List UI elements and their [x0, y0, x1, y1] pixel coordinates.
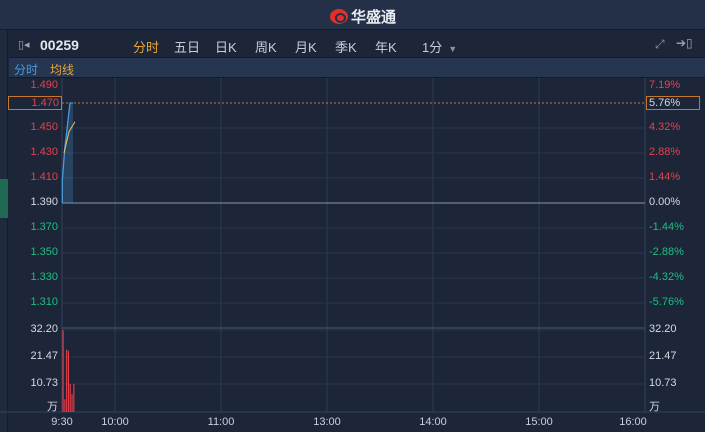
price-tick-label: 1.430: [30, 146, 58, 158]
volume-bar: [71, 394, 73, 412]
volume-tick-label: 32.20: [649, 323, 677, 335]
price-tick-label: 1.450: [30, 121, 58, 133]
huashengtong-logo-icon: [330, 9, 348, 24]
percent-tick-label: -2.88%: [649, 246, 684, 258]
intraday-label: 分时: [14, 63, 39, 77]
time-tick-label: 11:00: [207, 416, 235, 428]
time-tick-label: 9:30: [51, 416, 73, 428]
tab-intraday[interactable]: 分时: [133, 40, 160, 55]
volume-tick-label: 万: [47, 401, 58, 413]
tab-5day[interactable]: 五日: [174, 40, 201, 55]
tab-quarterly-k[interactable]: 季K: [335, 40, 357, 55]
collapse-panel-icon[interactable]: ▯◂: [18, 39, 30, 51]
percent-tick-label: 4.32%: [649, 121, 681, 133]
chevron-down-icon: ▼: [448, 44, 458, 54]
percent-tick-label: 7.19%: [649, 79, 681, 91]
volume-bar: [67, 350, 69, 412]
brand: 华盛通: [330, 6, 396, 27]
chart-toolbar: ▯◂ 00259 分时 五日 日K 周K 月K 季K 年K 1分 ▼ ⤢ ➔▯: [9, 30, 705, 58]
top-bar: 华盛通: [0, 0, 705, 30]
percent-tick-label: 2.88%: [649, 146, 681, 158]
percent-tick-label: 0.00%: [649, 196, 681, 208]
volume-bar: [69, 383, 71, 412]
volume-tick-label: 10.73: [30, 377, 58, 389]
price-tick-label: 1.330: [30, 271, 58, 283]
volume-bar: [66, 349, 68, 412]
indicator-bar: 分时 均线: [9, 58, 705, 78]
stock-code: 00259: [40, 37, 79, 53]
volume-tick-label: 21.47: [649, 350, 677, 362]
percent-tick-label: -5.76%: [649, 296, 684, 308]
brand-name: 华盛通: [351, 9, 397, 26]
time-tick-label: 10:00: [101, 416, 129, 428]
interval-value: 1分: [422, 40, 443, 55]
percent-tick-label: 1.44%: [649, 171, 681, 183]
avg-line-label[interactable]: 均线: [50, 63, 75, 77]
price-tick-label: 1.350: [30, 246, 58, 258]
price-tick-label: 1.390: [30, 196, 58, 208]
time-tick-label: 14:00: [419, 416, 447, 428]
volume-tick-label: 21.47: [30, 350, 58, 362]
expand-panel-icon[interactable]: ➔▯: [676, 36, 693, 50]
volume-tick-label: 32.20: [30, 323, 58, 335]
price-tick-label: 1.310: [30, 296, 58, 308]
fullscreen-icon[interactable]: ⤢: [655, 37, 665, 51]
price-tick-label: 1.410: [30, 171, 58, 183]
volume-bar: [64, 399, 66, 412]
interval-dropdown[interactable]: 1分 ▼: [422, 37, 457, 56]
tab-daily-k[interactable]: 日K: [215, 40, 237, 55]
percent-tick-label: 5.76%: [646, 96, 700, 110]
volume-tick-label: 10.73: [649, 377, 677, 389]
time-tick-label: 15:00: [525, 416, 553, 428]
price-area: [62, 103, 73, 203]
tab-weekly-k[interactable]: 周K: [255, 40, 277, 55]
sidebar-highlight: [0, 179, 8, 218]
percent-tick-label: -1.44%: [649, 221, 684, 233]
volume-bar: [62, 330, 64, 412]
tab-monthly-k[interactable]: 月K: [295, 40, 317, 55]
volume-tick-label: 万: [649, 401, 660, 413]
price-tick-label: 1.490: [30, 79, 58, 91]
tab-yearly-k[interactable]: 年K: [375, 40, 397, 55]
time-tick-label: 16:00: [619, 416, 647, 428]
volume-bar: [73, 383, 75, 412]
time-tick-label: 13:00: [313, 416, 341, 428]
left-sidebar-strip[interactable]: [0, 30, 8, 432]
avg-line: [63, 121, 76, 154]
price-tick-label: 1.370: [30, 221, 58, 233]
percent-tick-label: -4.32%: [649, 271, 684, 283]
price-tick-label: 1.470: [8, 96, 62, 110]
